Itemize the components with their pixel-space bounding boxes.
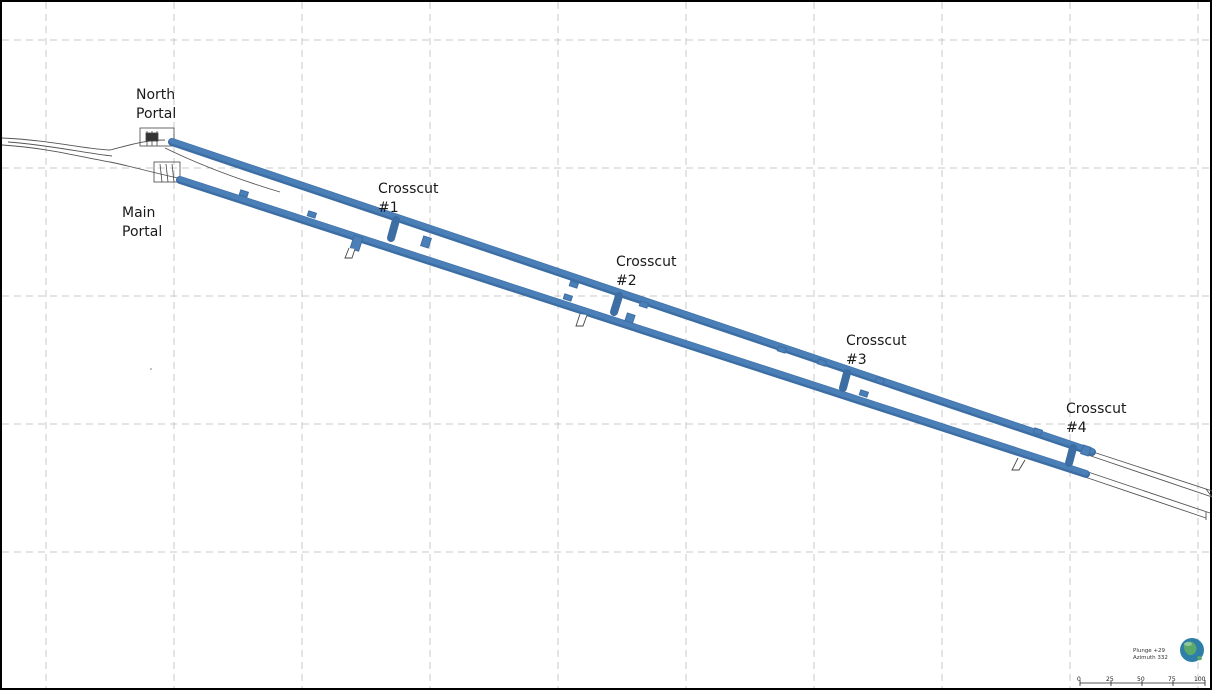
main-portal-label-line1: Main [122, 205, 156, 221]
north-portal-structure [139, 127, 175, 147]
crosscuts [387, 216, 1077, 467]
crosscut-1-label-line2: #1 [378, 200, 399, 216]
crosscut-2-connector [610, 292, 623, 316]
alcove-7 [638, 300, 650, 309]
main-drive-highlight [177, 176, 1089, 476]
approach-road-mid [7, 141, 113, 157]
orientation-globe-icon [1180, 638, 1204, 662]
scale-tick-50: 50 [1137, 676, 1145, 683]
stub-cc2 [575, 313, 588, 327]
scale-tick-0: 0 [1077, 676, 1081, 683]
crosscut-3-label: Crosscut #3 [846, 332, 906, 370]
crosscut-4-label-line2: #4 [1066, 420, 1087, 436]
north-portal-label-line2: Portal [136, 106, 177, 122]
north-portal-label-line1: North [136, 87, 176, 103]
crosscut-4-connector [1065, 444, 1077, 467]
main-portal-label: Main Portal [122, 204, 162, 242]
alcove-6 [562, 293, 574, 302]
scale-tick-75: 75 [1168, 676, 1176, 683]
alcove-8 [624, 312, 636, 324]
alcove-10 [816, 358, 828, 367]
crosscut-2-label-line1: Crosscut [616, 254, 677, 270]
scale-tick-25: 25 [1106, 676, 1114, 683]
stub-cc4 [1011, 457, 1026, 471]
crosscut-3-label-line2: #3 [846, 352, 867, 368]
alcove-9 [776, 345, 788, 354]
scale-tick-100: 100 [1194, 676, 1206, 683]
tunnels [168, 138, 1096, 478]
crosscut-2-label: Crosscut #2 [616, 253, 676, 291]
stub-cc1 [344, 247, 356, 259]
extension-upper-b [1089, 450, 1212, 492]
outline-works [1, 137, 1212, 520]
alcove-1 [238, 189, 250, 198]
extension-lower-a [1081, 469, 1211, 514]
extension-upper-a [1087, 454, 1212, 498]
main-portal-box [153, 161, 181, 183]
crosscut-1-connector [387, 216, 400, 242]
crosscut-2-label-line2: #2 [616, 273, 637, 289]
alcove-2 [306, 210, 318, 219]
portal-link [164, 147, 281, 193]
main-portal-label-line2: Portal [122, 224, 163, 240]
alcove-12 [858, 389, 870, 398]
azimuth-readout: Azimuth 332 [1133, 654, 1168, 661]
alcove-14 [1080, 444, 1092, 457]
main-portal-structure [153, 161, 181, 183]
crosscut-1-label: Crosscut #1 [378, 180, 438, 218]
scale-bar [1079, 680, 1206, 686]
crosscut-1-label-line1: Crosscut [378, 181, 439, 197]
crosscut-4-label-line1: Crosscut [1066, 401, 1127, 417]
alcove-13 [1032, 427, 1044, 436]
approach-road-upper [1, 137, 166, 151]
north-portal-label: North Portal [136, 86, 176, 124]
orientation-readout: Plunge +29 Azimuth 332 [1133, 648, 1168, 661]
crosscut-3-connector [839, 369, 851, 392]
alcove-11 [874, 376, 886, 385]
crosscut-3-label-line1: Crosscut [846, 333, 907, 349]
extension-lower-b [1081, 475, 1207, 519]
plunge-readout: Plunge +29 [1133, 648, 1166, 654]
extension-cap [1205, 488, 1212, 520]
alcove-4 [420, 235, 432, 249]
survey-mark [150, 368, 152, 370]
alcove-5 [568, 280, 580, 289]
crosscut-4-label: Crosscut #4 [1066, 400, 1126, 438]
north-drive-highlight [169, 138, 1095, 454]
outlined-stubs [344, 247, 1026, 471]
approach-road-lower [1, 144, 179, 179]
alcoves [238, 189, 1092, 457]
